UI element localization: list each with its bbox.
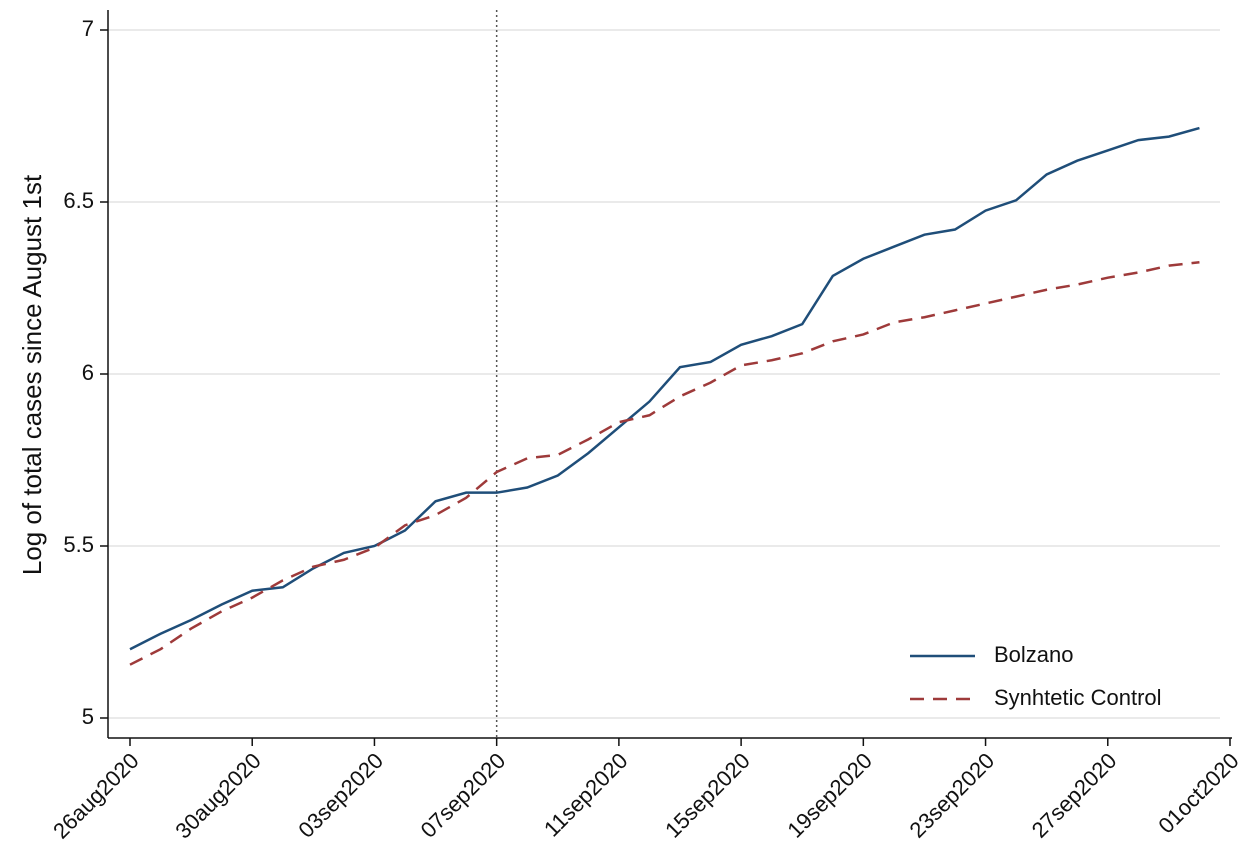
x-tick-label: 30aug2020 xyxy=(170,748,266,844)
x-tick-label: 11sep2020 xyxy=(539,748,633,842)
x-tick-label: 15sep2020 xyxy=(660,748,755,843)
y-tick-label: 5 xyxy=(82,704,94,729)
x-tick-label: 03sep2020 xyxy=(293,748,388,843)
x-tick-label: 26aug2020 xyxy=(48,748,144,844)
y-tick-label: 6.5 xyxy=(63,188,94,213)
y-tick-label: 5.5 xyxy=(63,532,94,557)
y-axis-label: Log of total cases since August 1st xyxy=(17,174,47,575)
y-tick-label: 7 xyxy=(82,16,94,41)
x-tick-label: 23sep2020 xyxy=(905,748,1000,843)
line-series xyxy=(129,126,1200,651)
x-tick-label: 01oct2020 xyxy=(1153,748,1243,838)
x-tick-label: 27sep2020 xyxy=(1027,748,1122,843)
y-tick-label: 6 xyxy=(82,360,94,385)
legend-label: Synhtetic Control xyxy=(994,685,1162,710)
x-tick-label: 07sep2020 xyxy=(416,748,511,843)
x-tick-label: 19sep2020 xyxy=(782,748,877,843)
line-series xyxy=(129,260,1200,666)
legend-label: Bolzano xyxy=(994,642,1074,667)
